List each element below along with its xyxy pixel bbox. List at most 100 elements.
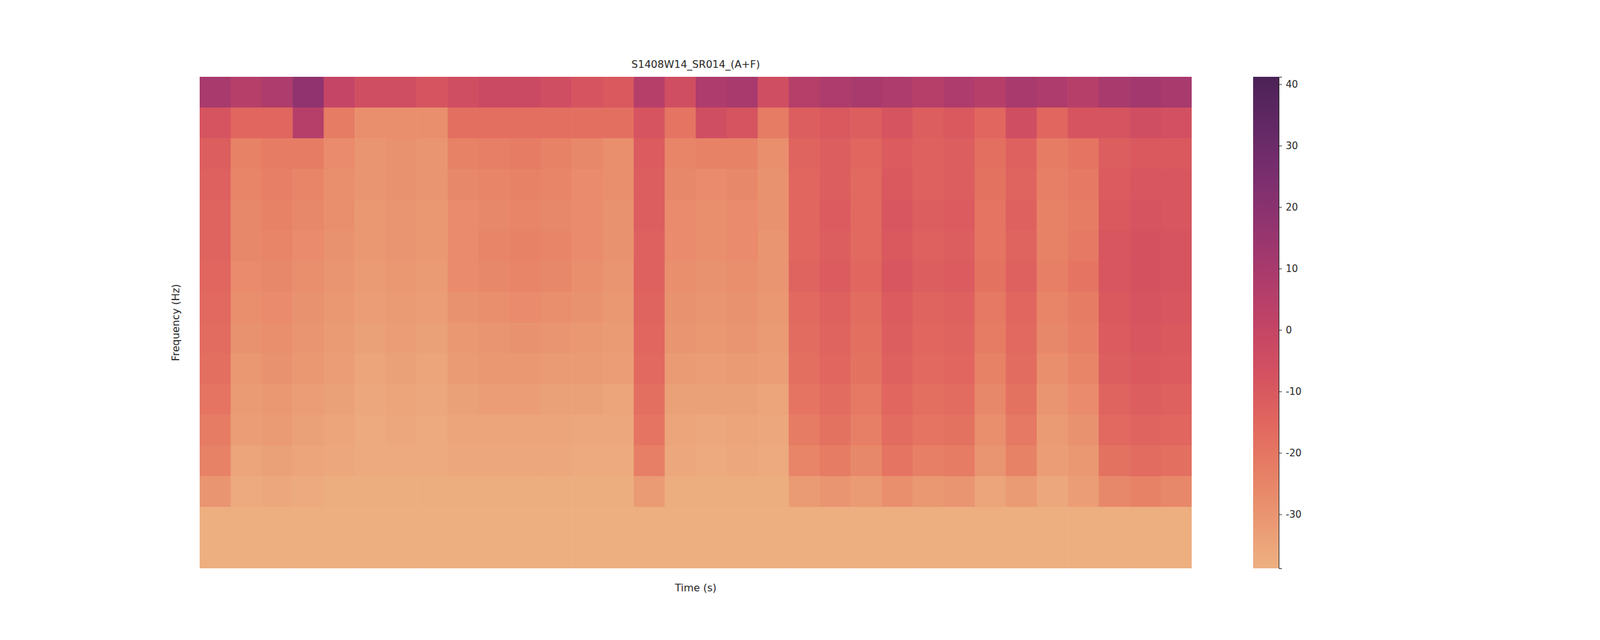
cell [1129, 230, 1161, 262]
cell [385, 107, 418, 139]
cell [323, 414, 356, 447]
cell [385, 414, 418, 447]
cell [385, 261, 418, 293]
cell [354, 168, 386, 201]
cell [323, 168, 356, 201]
cell [850, 476, 882, 508]
cell [974, 261, 1007, 293]
title: S1408W14_SR014_(A+F) [631, 58, 761, 72]
cell [509, 322, 541, 354]
cell [819, 353, 852, 385]
cell [1129, 537, 1161, 569]
cell [323, 291, 356, 324]
cell [881, 199, 914, 232]
cell [881, 384, 914, 416]
cell [571, 107, 603, 139]
cell [633, 353, 665, 385]
cell [354, 414, 386, 447]
cell [1098, 230, 1131, 262]
cell [944, 506, 976, 539]
cell [664, 76, 697, 109]
cell [1098, 476, 1131, 508]
cell [602, 168, 635, 201]
cell [757, 76, 790, 109]
cell [571, 76, 603, 109]
cell [664, 107, 697, 139]
cell [448, 353, 480, 385]
cell [292, 322, 324, 354]
cell [416, 537, 448, 569]
cell [292, 537, 324, 569]
cell [881, 138, 914, 170]
cell [571, 261, 603, 293]
cell [602, 384, 635, 416]
cell [478, 353, 511, 385]
cell [912, 322, 944, 354]
cell [602, 76, 635, 109]
cell [944, 76, 976, 109]
cell [230, 291, 262, 324]
cell [354, 107, 386, 139]
cell [819, 476, 852, 508]
cell [416, 199, 448, 232]
cell [726, 445, 758, 477]
cell [757, 107, 790, 139]
cell [757, 138, 790, 170]
cell [323, 138, 356, 170]
cell [478, 445, 511, 477]
cell [726, 107, 758, 139]
cell [1067, 476, 1099, 508]
cell [292, 414, 324, 447]
colorbar-tick-mark [1278, 268, 1282, 270]
colorbar-tick-mark [1278, 84, 1282, 86]
cell [664, 537, 697, 569]
cell [230, 384, 262, 416]
colorbar-tick: 30 [1278, 140, 1298, 152]
cell [1160, 476, 1192, 508]
cell [323, 537, 356, 569]
cell [292, 476, 324, 508]
cell [912, 445, 944, 477]
cell [1098, 414, 1131, 447]
cell [726, 322, 758, 354]
cell [1129, 414, 1161, 447]
cell [819, 76, 852, 109]
cell [881, 168, 914, 201]
cell [1005, 230, 1037, 262]
cell [354, 322, 386, 354]
cell [788, 199, 820, 232]
cell [757, 199, 790, 232]
cell [323, 107, 356, 139]
cell [385, 291, 418, 324]
cell [1129, 168, 1161, 201]
cell [726, 138, 758, 170]
cell [230, 138, 262, 170]
colorbar [1253, 76, 1279, 569]
cell [850, 506, 882, 539]
cell [819, 537, 852, 569]
cell [944, 322, 976, 354]
cell [757, 322, 790, 354]
cell [230, 445, 262, 477]
cell [633, 506, 665, 539]
colorbar-tick: -20 [1278, 447, 1302, 459]
cell [354, 384, 386, 416]
cell [850, 322, 882, 354]
cell [199, 353, 232, 385]
cell [323, 230, 356, 262]
cell [695, 199, 728, 232]
cell [1005, 291, 1037, 324]
cell [354, 138, 386, 170]
cell [974, 230, 1007, 262]
cell [230, 506, 262, 539]
cell [664, 384, 697, 416]
cell [1036, 445, 1069, 477]
cell [1098, 353, 1131, 385]
cell [602, 291, 635, 324]
cell [261, 414, 294, 447]
cell [292, 291, 324, 324]
cell [540, 291, 573, 324]
cell [448, 445, 480, 477]
cell [416, 445, 448, 477]
cell [354, 261, 386, 293]
